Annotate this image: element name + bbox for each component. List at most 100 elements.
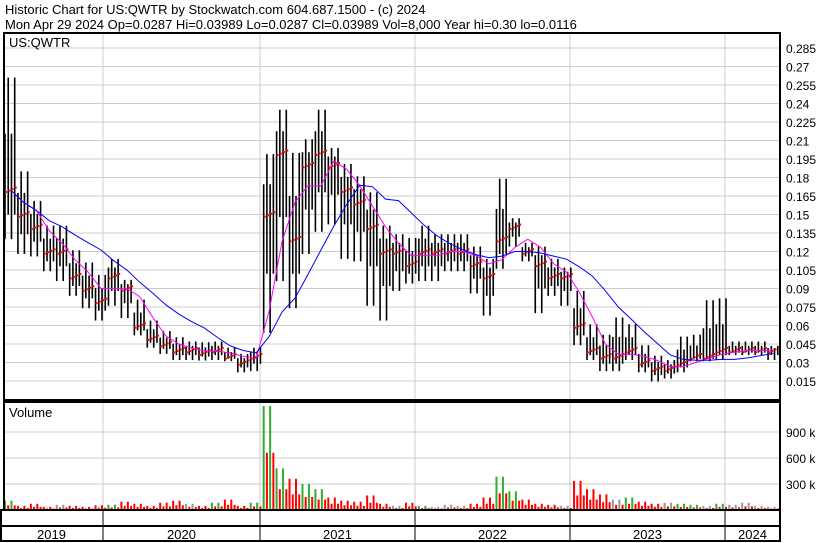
volume-bar (372, 495, 375, 510)
volume-bar (346, 500, 349, 510)
close-tick (202, 352, 205, 355)
close-tick (577, 325, 580, 328)
close-tick (603, 356, 606, 359)
close-tick (34, 226, 37, 229)
close-tick (548, 277, 551, 280)
volume-bar (686, 506, 689, 510)
close-tick (519, 223, 522, 226)
volume-bar (699, 507, 702, 510)
close-tick (742, 351, 745, 354)
volume-bar (489, 497, 491, 510)
volume-bar (291, 494, 294, 510)
close-tick (680, 362, 683, 365)
volume-bar (592, 489, 595, 510)
close-tick (250, 357, 253, 360)
volume-bar (653, 506, 656, 510)
volume-bar (278, 489, 281, 510)
volume-bar (214, 506, 217, 510)
close-tick (59, 251, 62, 254)
close-tick (24, 212, 27, 215)
volume-bar (178, 500, 181, 510)
close-tick (134, 326, 137, 329)
volume-bar (265, 452, 268, 510)
volume-bar (615, 504, 618, 510)
volume-bar (13, 505, 16, 510)
close-tick (454, 248, 457, 251)
close-tick (228, 356, 231, 359)
close-tick (95, 302, 98, 305)
y-tick-label: 0.105 (786, 264, 816, 278)
volume-bar (10, 500, 13, 510)
x-tick-label: 2024 (738, 527, 767, 542)
close-tick (208, 349, 211, 352)
close-tick (444, 252, 447, 255)
volume-bar (220, 506, 223, 510)
volume-bar (543, 506, 546, 510)
volume-bar (563, 507, 566, 510)
volume-bar (311, 497, 314, 510)
x-tick-label: 2023 (633, 527, 662, 542)
close-tick (11, 188, 14, 191)
close-tick (641, 362, 644, 365)
volume-bar (456, 505, 459, 510)
close-tick (108, 277, 111, 280)
volume-bar (149, 507, 152, 510)
volume-bar (708, 505, 711, 510)
volume-bar (492, 503, 495, 510)
volume-bar (644, 501, 647, 510)
volume-bar (120, 501, 123, 510)
volume-bar (256, 502, 259, 510)
close-tick (418, 252, 421, 255)
close-tick (147, 339, 150, 342)
volume-bar (155, 507, 158, 510)
close-tick (490, 274, 492, 277)
close-tick (570, 272, 573, 275)
close-tick (713, 353, 716, 356)
volume-bar (236, 505, 239, 510)
close-tick (43, 252, 46, 255)
volume-bar (375, 502, 378, 510)
close-tick (645, 360, 648, 363)
close-tick (405, 265, 408, 268)
volume-bar (582, 495, 585, 510)
volume-bar (117, 507, 120, 510)
close-tick (415, 260, 418, 263)
volume-bar (401, 507, 404, 510)
close-tick (244, 360, 247, 363)
volume-bar (586, 489, 588, 510)
close-tick (140, 323, 143, 326)
volume-bar (168, 506, 171, 510)
close-tick (719, 349, 722, 352)
volume-bar (737, 507, 740, 510)
close-tick (72, 275, 75, 278)
volume-bar (201, 507, 204, 510)
close-tick (296, 237, 298, 240)
y-tick-label: 0.27 (786, 61, 810, 75)
volume-bar (359, 501, 362, 510)
volume-bar (369, 502, 372, 510)
symbol-label: US:QWTR (9, 35, 70, 50)
close-tick (47, 251, 50, 254)
volume-bar (349, 505, 352, 510)
volume-bar (223, 499, 226, 510)
close-tick (761, 348, 764, 351)
y-tick-label: 0.21 (786, 135, 810, 149)
volume-bar (763, 507, 766, 510)
volume-bar (126, 501, 129, 510)
close-tick (409, 263, 412, 266)
volume-bar (741, 502, 744, 510)
x-tick-label: 2020 (167, 527, 196, 542)
close-tick (302, 166, 305, 169)
volume-bar (36, 503, 39, 510)
volume-bar (404, 502, 407, 510)
close-tick (166, 342, 169, 345)
close-tick (590, 349, 593, 352)
y-tick-label: 0.075 (786, 301, 816, 315)
volume-bar (353, 501, 356, 510)
volume-bar (217, 502, 220, 510)
volume-bar (382, 506, 385, 510)
close-tick (535, 265, 538, 268)
volume-bar (104, 507, 107, 510)
close-tick (344, 189, 347, 192)
volume-bar (511, 500, 514, 510)
